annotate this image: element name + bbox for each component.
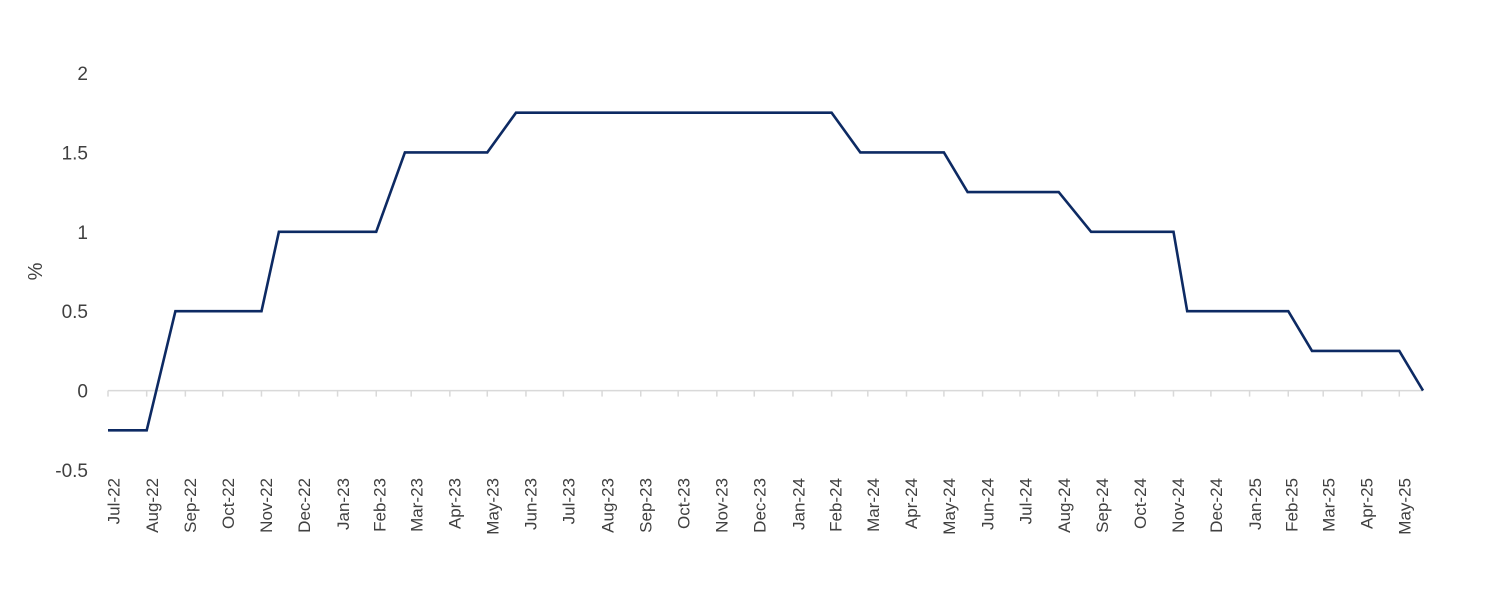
x-tick-label: Oct-23: [675, 478, 694, 529]
x-tick-label: Jan-24: [789, 478, 808, 530]
x-tick-label: Jul-23: [560, 478, 579, 524]
x-tick-label: Nov-24: [1169, 478, 1188, 533]
x-tick-label: Sep-24: [1093, 478, 1112, 533]
x-tick-label: Dec-24: [1207, 478, 1226, 533]
x-tick-label: Sep-23: [637, 478, 656, 533]
y-axis-title: %: [25, 262, 47, 280]
x-tick-label: Jul-24: [1016, 478, 1035, 524]
x-tick-label: Dec-23: [751, 478, 770, 533]
x-tick-label: Nov-23: [713, 478, 732, 533]
x-tick-label: Feb-24: [827, 478, 846, 532]
x-tick-label: Apr-24: [902, 478, 921, 529]
x-tick-label: Feb-23: [371, 478, 390, 532]
y-tick-label: 0: [77, 382, 88, 403]
x-tick-label: Mar-24: [864, 478, 883, 532]
x-axis: Jul-22 Aug-22 Sep-22 Oct-22 Nov-22 Dec-22 Jan-…: [104, 389, 1423, 535]
y-tick-label: 2: [77, 64, 88, 85]
x-tick-label: Mar-25: [1320, 478, 1339, 532]
x-tick-label: Aug-24: [1055, 478, 1074, 533]
x-tick-label: May-24: [940, 478, 959, 535]
x-tick-label: Nov-22: [257, 478, 276, 533]
x-tick-label: Sep-22: [181, 478, 200, 533]
x-tick-label: May-25: [1396, 478, 1415, 535]
y-tick-label: 1: [77, 223, 88, 244]
series-line: [108, 111, 1425, 432]
x-tick-label: Dec-22: [295, 478, 314, 533]
x-tick-label: Mar-23: [408, 478, 427, 532]
series-layer: [108, 111, 1425, 432]
x-tick-label: Jan-23: [334, 478, 353, 530]
x-tick-label: Oct-22: [219, 478, 238, 529]
x-tick-label: Apr-23: [446, 478, 465, 529]
x-tick-label: Jun-23: [522, 478, 541, 530]
x-tick-label: May-23: [484, 478, 503, 535]
x-tick-label: Apr-25: [1358, 478, 1377, 529]
y-tick-label: 1.5: [62, 143, 88, 164]
x-tick-label: Jul-22: [104, 478, 123, 524]
y-axis: 2 1.5 1 0.5 0 -0.5: [55, 64, 88, 482]
x-tick-label: Feb-25: [1283, 478, 1302, 532]
x-tick-label: Jun-24: [978, 478, 997, 530]
x-tick-label: Oct-24: [1131, 478, 1150, 529]
x-tick-label: Jan-25: [1246, 478, 1265, 530]
y-tick-label: -0.5: [55, 461, 88, 482]
x-tick-label: Aug-23: [598, 478, 617, 533]
y-tick-label: 0.5: [62, 302, 88, 323]
x-tick-label: Aug-22: [143, 478, 162, 533]
